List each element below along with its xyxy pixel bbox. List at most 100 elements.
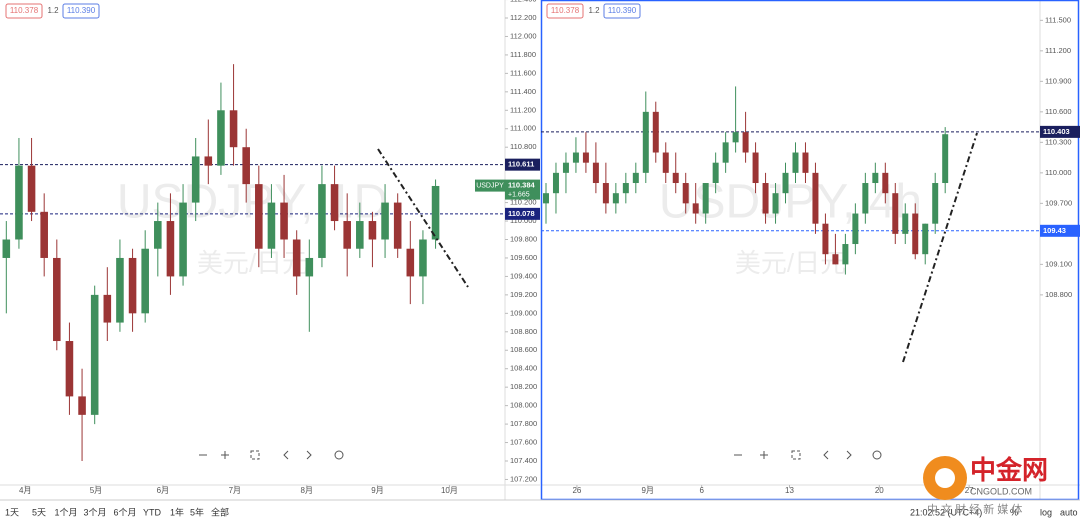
candle-body: [662, 152, 669, 173]
candle-body: [942, 134, 949, 184]
y-tick-label: 111.400: [510, 87, 536, 96]
candle-body: [712, 162, 719, 184]
range-button[interactable]: 5天: [32, 507, 46, 517]
logo: 中金网 CNGOLD.COM 中 文 财 经 新 媒 体: [923, 455, 1048, 516]
candle-body: [229, 110, 238, 148]
y-tick-label: 111.200: [510, 105, 536, 114]
candle-body: [166, 221, 175, 277]
price-label: 110.403: [1043, 127, 1070, 136]
y-tick-label: 111.500: [1045, 15, 1071, 24]
zoom-in[interactable]: [221, 451, 229, 459]
reset-zoom[interactable]: [250, 450, 260, 460]
candle-body: [782, 172, 789, 194]
x-tick-label: 7月: [229, 486, 241, 495]
y-tick-label: 107.600: [510, 438, 537, 447]
candle-body: [882, 172, 889, 194]
scroll[interactable]: [823, 450, 852, 460]
y-tick-label: 112.200: [510, 13, 537, 22]
range-button[interactable]: 全部: [211, 506, 229, 517]
range-button[interactable]: 1个月: [54, 507, 77, 517]
price-label: 110.078: [508, 209, 535, 218]
range-button[interactable]: YTD: [143, 507, 162, 517]
y-tick-label: 107.400: [510, 456, 537, 465]
legend-box: [62, 3, 100, 19]
candle-body: [552, 172, 559, 194]
trend-line: [902, 132, 978, 363]
legend-box: [5, 3, 43, 19]
x-tick-label: 26: [572, 486, 581, 495]
candle-body: [772, 193, 779, 214]
candle-body: [292, 239, 301, 277]
legend-box: [603, 3, 641, 19]
legend-value: 110.378: [10, 6, 39, 15]
logo-mark: [935, 468, 955, 488]
candle-body: [27, 165, 36, 212]
range-button[interactable]: 1天: [5, 507, 19, 517]
candle-body: [191, 156, 200, 203]
y-tick-label: 112.400: [510, 0, 537, 4]
range-button[interactable]: 6个月: [113, 507, 136, 517]
candle-body: [242, 147, 250, 185]
y-tick-label: 109.200: [510, 290, 537, 299]
zoom-controls[interactable]: [199, 450, 882, 460]
candle-body: [822, 223, 829, 255]
price-label-box: [505, 207, 540, 220]
candle-body: [381, 202, 389, 240]
candle-body: [65, 341, 74, 397]
y-tick-label: 111.800: [510, 50, 536, 59]
candle-body: [419, 239, 427, 277]
price-label: 109.43: [1043, 226, 1066, 235]
y-tick-label: 110.200: [510, 198, 537, 207]
y-tick-label: 109.700: [1045, 198, 1072, 207]
reset[interactable]: [872, 450, 882, 460]
candle-body: [622, 183, 629, 194]
x-tick-label: 9月: [642, 486, 654, 495]
scroll[interactable]: [283, 450, 312, 460]
candle-body: [812, 172, 819, 224]
x-tick-label: 20: [875, 486, 884, 495]
candle-body: [852, 213, 859, 245]
x-tick-label: 10月: [441, 486, 458, 495]
candle-body: [103, 294, 112, 323]
y-tick-label: 111.000: [510, 124, 536, 133]
candle-body: [762, 183, 769, 214]
axis-option[interactable]: %: [1010, 507, 1018, 517]
candle-body: [802, 152, 809, 173]
axis-option[interactable]: auto: [1060, 507, 1078, 517]
range-button[interactable]: 5年: [190, 506, 204, 517]
axis-option[interactable]: log: [1040, 507, 1052, 517]
candle-body: [902, 213, 909, 234]
reset[interactable]: [334, 450, 344, 460]
y-tick-label: 110.000: [510, 216, 537, 225]
price-label-box: [505, 158, 540, 171]
range-button[interactable]: 1年: [170, 506, 184, 517]
x-tick-label: 6月: [157, 486, 169, 495]
y-tick-label: 107.200: [510, 474, 537, 483]
candle-body: [732, 132, 739, 143]
range-button[interactable]: 3个月: [83, 507, 106, 517]
last-change: +1.665: [508, 191, 530, 198]
candle-body: [632, 172, 639, 184]
candle-body: [702, 183, 709, 214]
last-price-box: [505, 179, 540, 200]
legend-value: 110.378: [551, 6, 580, 15]
candle-body: [692, 203, 699, 214]
y-tick-label: 108.000: [510, 401, 537, 410]
candle-body: [179, 202, 187, 277]
candle-body: [116, 257, 124, 323]
candle-body: [318, 184, 326, 258]
candle-body: [78, 396, 86, 415]
y-tick-label: 111.200: [1045, 46, 1071, 55]
legend-value: 1.2: [47, 6, 59, 15]
candle-body: [932, 183, 939, 224]
candle-body: [892, 193, 899, 234]
x-tick-label: 4月: [19, 486, 31, 495]
candle-body: [280, 202, 288, 240]
x-tick-label: 13: [785, 486, 794, 495]
candle-body: [652, 111, 659, 153]
reset-zoom[interactable]: [791, 450, 801, 460]
logo-name: 中金网: [970, 455, 1048, 485]
y-tick-label: 108.800: [510, 327, 537, 336]
zoom-in[interactable]: [760, 451, 768, 459]
